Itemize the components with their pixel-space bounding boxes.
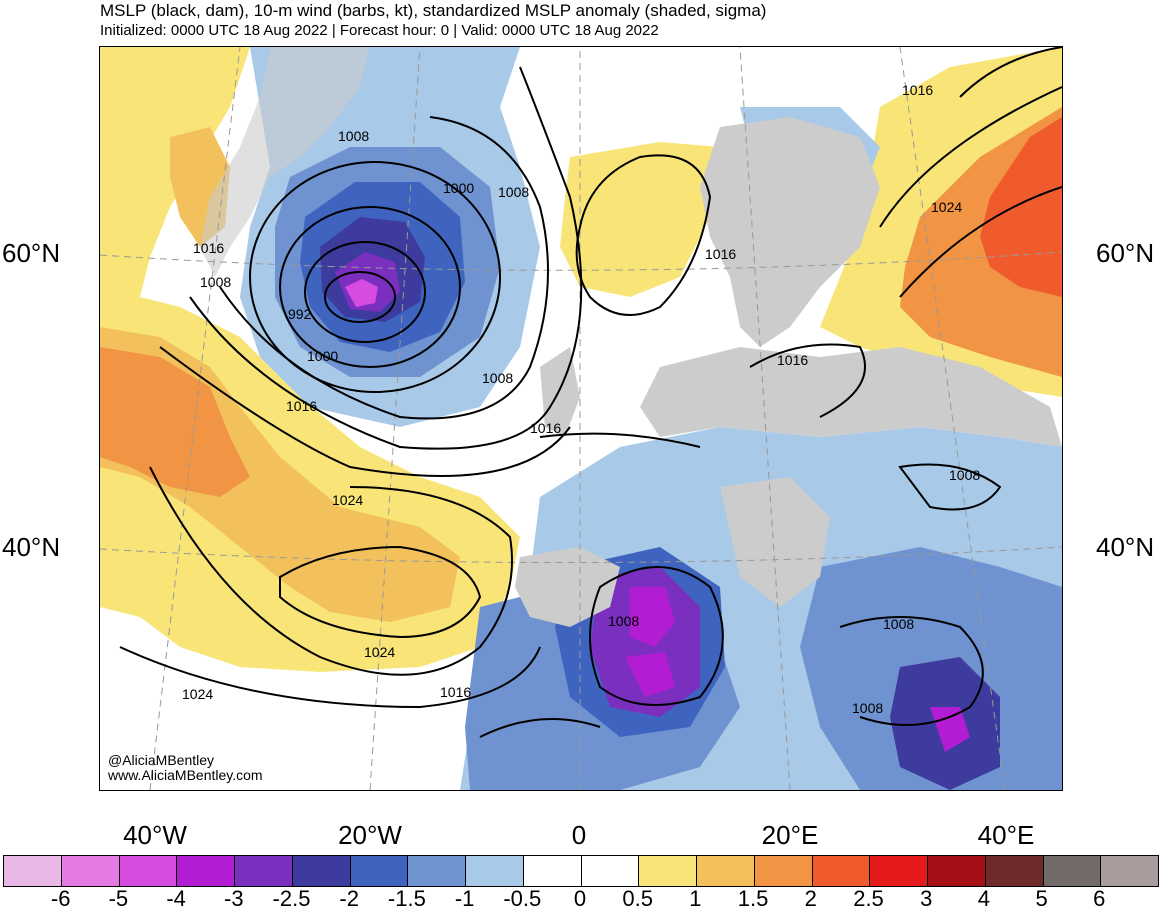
- colorbar-tick-label: -6: [50, 886, 71, 911]
- contour-label: 1016: [705, 246, 736, 262]
- colorbar-swatch: [350, 856, 409, 886]
- colorbar-swatch: [812, 856, 871, 886]
- colorbar-tick-label: -0.5: [503, 886, 542, 911]
- colorbar-swatch: [870, 856, 928, 886]
- colorbar-swatch: [523, 856, 582, 886]
- colorbar-swatch: [292, 856, 351, 886]
- chart-title: MSLP (black, dam), 10-m wind (barbs, kt)…: [100, 1, 767, 20]
- lat-label-40n-left: 40°N: [2, 532, 61, 562]
- lon-label: 0: [571, 820, 587, 850]
- contour-label: 1008: [498, 184, 529, 200]
- contour-label: 1008: [482, 370, 513, 386]
- land-balkans: [720, 477, 830, 607]
- colorbar-tick-label: 6: [1093, 886, 1106, 911]
- colorbar-tick-label: 2.5: [853, 886, 884, 911]
- contour-label: 1016: [193, 240, 224, 256]
- colorbar-tick-label: 3: [920, 886, 933, 911]
- contour-label: 1008: [852, 700, 883, 716]
- anomaly-negative-south-europe-5: [625, 652, 675, 697]
- colorbar-swatch: [61, 856, 120, 886]
- contour-labels: 1016 1008 1016 1008 1000 1008 992 1000 1…: [182, 82, 980, 716]
- contour-label: 1024: [931, 199, 962, 215]
- colorbar-tick-label: -2.5: [272, 886, 311, 911]
- contour-label: 1016: [440, 684, 471, 700]
- colorbar-swatch: [1101, 856, 1158, 886]
- contour-label: 1000: [443, 180, 474, 196]
- colorbar: [3, 855, 1159, 887]
- lon-label: 20°W: [338, 820, 402, 850]
- colorbar-swatch: [119, 856, 178, 886]
- colorbar-tick-label: 5: [1035, 886, 1048, 911]
- lon-label: 40°E: [977, 820, 1035, 850]
- anomaly-negative-east-med-peak: [930, 707, 970, 752]
- colorbar-swatch: [466, 856, 524, 886]
- chart-subtitle: Initialized: 0000 UTC 18 Aug 2022 | Fore…: [100, 22, 659, 39]
- contour-label: 1024: [332, 492, 363, 508]
- contour-label: 1008: [883, 616, 914, 632]
- map-svg: 1016 1008 1016 1008 1000 1008 992 1000 1…: [100, 47, 1062, 790]
- anomaly-positive-atlantic-peak: [100, 347, 250, 497]
- contour-label: 1024: [182, 686, 213, 702]
- contour-label: 1016: [530, 420, 561, 436]
- lat-label-40n-right: 40°N: [1096, 532, 1155, 562]
- colorbar-swatch: [235, 856, 293, 886]
- colorbar-tick-label: -3: [224, 886, 244, 911]
- contour-label: 1016: [777, 352, 808, 368]
- contour-label: 1016: [286, 398, 317, 414]
- colorbar-tick-label: -4: [166, 886, 186, 911]
- anomaly-negative-south-europe-4: [630, 587, 675, 647]
- colorbar-tick-label: 1.5: [737, 886, 769, 911]
- isobars: [119, 47, 1062, 738]
- lon-label: 40°W: [123, 820, 187, 850]
- lon-label: 20°E: [761, 820, 819, 850]
- contour-label: 1008: [608, 613, 639, 629]
- colorbar-tick-label: 2: [804, 886, 817, 911]
- anomaly-positive-russia-peak: [980, 117, 1062, 297]
- colorbar-tick-label: -1.5: [387, 886, 426, 911]
- contour-label: 1024: [364, 644, 395, 660]
- anomaly-positive-scandinavia: [560, 142, 720, 297]
- land-greenland: [200, 47, 370, 277]
- map-panel: 1016 1008 1016 1008 1000 1008 992 1000 1…: [99, 46, 1063, 791]
- colorbar-tick-label: 1: [689, 886, 702, 911]
- colorbar-tick-label: -1: [454, 886, 475, 911]
- credit-handle: @AliciaMBentley: [108, 752, 215, 768]
- colorbar-swatch: [697, 856, 755, 886]
- contour-label: 1008: [200, 274, 231, 290]
- colorbar-swatch: [985, 856, 1044, 886]
- colorbar-tick-label: -5: [108, 886, 129, 911]
- contour-label: 1000: [307, 348, 338, 364]
- lat-label-60n-right: 60°N: [1096, 238, 1155, 268]
- contour-label: 1008: [338, 128, 369, 144]
- contour-label: 1016: [902, 82, 933, 98]
- colorbar-swatch: [754, 856, 813, 886]
- contour-label: 992: [288, 306, 312, 322]
- colorbar-swatch: [4, 856, 62, 886]
- colorbar-swatch: [581, 856, 640, 886]
- colorbar-tick-label: -2: [339, 886, 359, 911]
- colorbar-tick-label: 4: [977, 886, 991, 911]
- colorbar-swatch: [928, 856, 986, 886]
- colorbar-swatch: [1043, 856, 1102, 886]
- colorbar-tick-label: 0: [573, 886, 587, 911]
- colorbar-tick-label: 0.5: [622, 886, 653, 911]
- anomaly-negative-iceland-low-5: [345, 279, 378, 307]
- colorbar-swatch: [639, 856, 697, 886]
- land-uk: [540, 347, 580, 437]
- contour-label: 1008: [949, 467, 980, 483]
- land-scandinavia: [700, 117, 880, 347]
- credit-url: www.AliciaMBentley.com: [108, 767, 263, 783]
- colorbar-swatch: [177, 856, 235, 886]
- colorbar-swatch: [408, 856, 466, 886]
- lat-label-60n-left: 60°N: [2, 238, 61, 268]
